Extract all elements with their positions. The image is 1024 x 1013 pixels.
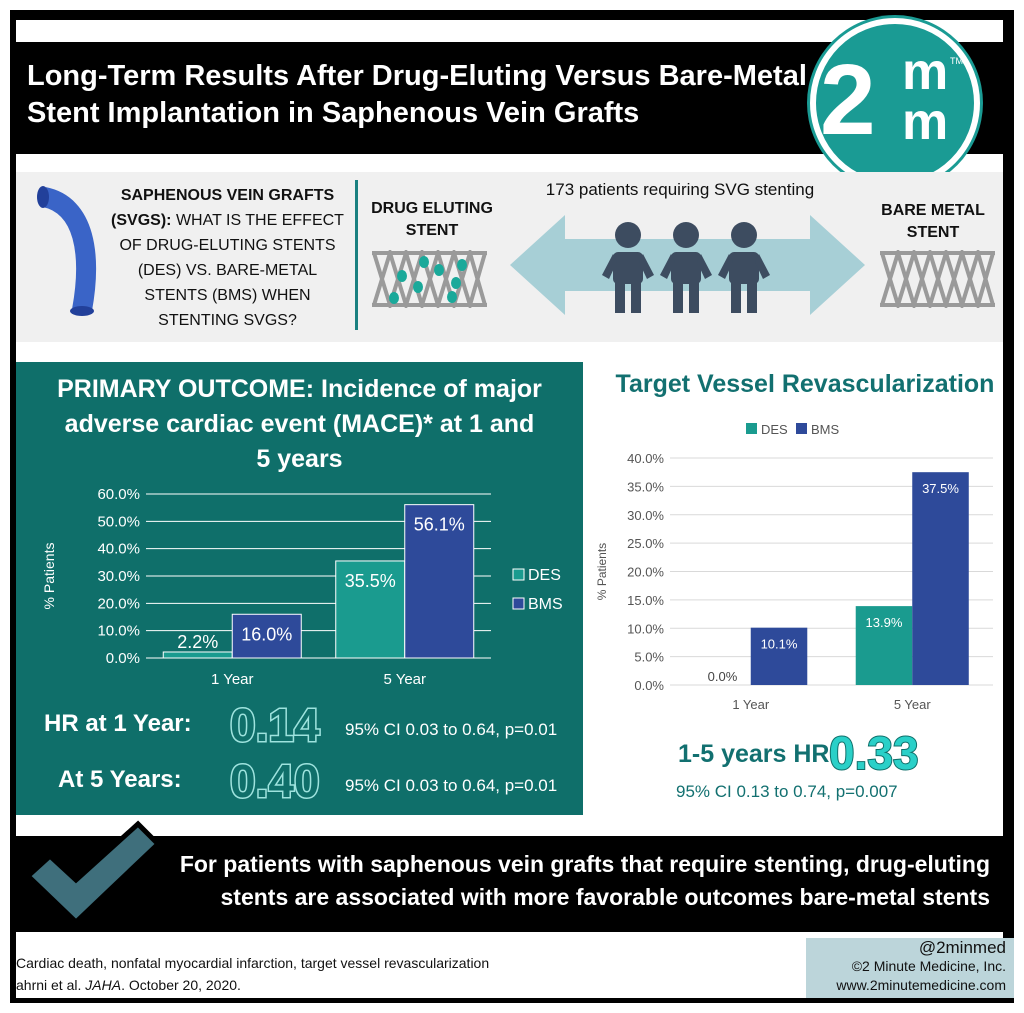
y-tick-label: 60.0% — [97, 486, 140, 503]
data-label: 56.1% — [414, 515, 465, 535]
data-label: 0.0% — [708, 669, 738, 684]
data-label: 16.0% — [241, 624, 292, 644]
y-tick-label: 0.0% — [106, 650, 140, 667]
primary-outcome-title: PRIMARY OUTCOME: Incidence of major adve… — [57, 375, 542, 473]
checkmark-icon — [24, 820, 160, 926]
data-label: 10.1% — [761, 637, 798, 652]
y-tick-label: 40.0% — [97, 541, 140, 558]
y-tick-label: 30.0% — [627, 508, 664, 523]
y-tick-label: 40.0% — [627, 451, 664, 466]
x-tick-label: 1 Year — [211, 671, 254, 688]
y-axis-label: % Patients — [595, 543, 609, 600]
citation-journal: JAHA — [85, 977, 122, 993]
title-line-1: Long-Term Results After Drug-Eluting Ver… — [27, 60, 807, 92]
x-tick-label: 1 Year — [732, 697, 770, 712]
logo-letter-bottom: m — [902, 93, 949, 151]
tvr-ci: 95% CI 0.13 to 0.74, p=0.007 — [676, 782, 898, 801]
y-axis-label: % Patients — [41, 543, 57, 610]
y-tick-label: 20.0% — [97, 595, 140, 612]
data-label: 35.5% — [345, 571, 396, 591]
y-tick-label: 30.0% — [97, 568, 140, 585]
patients-count-label: 173 patients requiring SVG stenting — [545, 180, 815, 199]
credit-box — [806, 938, 1014, 998]
study-question: SAPHENOUS VEIN GRAFTS (SVGS): WHAT IS TH… — [110, 183, 345, 333]
bar-des — [855, 606, 913, 685]
bar-bms — [231, 613, 302, 659]
patients-icon — [602, 222, 770, 313]
person-icon — [718, 222, 770, 313]
tvr-chart: 0.0% 5.0% 10.0% 15.0% 20.0% 25.0% 30.0% 35.0% 40… — [595, 422, 993, 712]
tvr-hr-label: 1-5 years HR — [678, 740, 830, 768]
page-title: Long-Term Results After Drug-Eluting Ver… — [27, 58, 827, 132]
title-line-2: Stent Implantation in Saphenous Vein Gra… — [27, 97, 640, 129]
website: www.2minutemedicine.com — [836, 977, 1006, 993]
hr-5-year-ci: 95% CI 0.03 to 0.64, p=0.01 — [345, 776, 558, 795]
tvr-hr-value: 0.33 — [828, 726, 920, 780]
bar-des — [162, 651, 233, 659]
logo-trademark: TM — [950, 56, 963, 66]
bar-des — [335, 560, 406, 659]
data-label: 13.9% — [866, 615, 903, 630]
logo-digit: 2 — [820, 44, 876, 156]
y-tick-label: 15.0% — [627, 593, 664, 608]
question-bold: SAPHENOUS VEIN GRAFTS (SVGS): — [111, 187, 335, 229]
y-tick-label: 50.0% — [97, 513, 140, 530]
legend-label-des: DES — [761, 422, 788, 437]
hr-5-year-value: 0.40 — [229, 754, 322, 809]
hr-5-year-label: At 5 Years: — [58, 766, 182, 793]
legend-label-des: DES — [528, 567, 561, 584]
x-tick-label: 5 Year — [894, 697, 932, 712]
y-tick-label: 0.0% — [634, 678, 664, 693]
legend-swatch-des — [512, 568, 525, 581]
y-tick-label: 10.0% — [97, 623, 140, 640]
bar-bms — [404, 504, 475, 659]
data-label: 37.5% — [922, 481, 959, 496]
question-text: WHAT IS THE EFFECT OF DRUG-ELUTING STENT… — [119, 212, 344, 329]
tvr-title: Target Vessel Revascularization — [615, 370, 995, 398]
y-tick-label: 20.0% — [627, 565, 664, 580]
data-label: 2.2% — [177, 632, 218, 652]
legend-swatch-des — [746, 423, 757, 434]
person-icon — [660, 222, 712, 313]
social-handle: @2minmed — [918, 938, 1006, 957]
citation-authors: ahrni et al. — [16, 977, 86, 993]
des-label: DRUG ELUTING STENT — [371, 200, 493, 239]
footnote-citation: ahrni et al. JAHA. October 20, 2020. — [16, 974, 489, 996]
drug-eluting-stent-icon — [372, 250, 487, 308]
person-icon — [602, 222, 654, 313]
logo-letter-top: m — [902, 43, 949, 101]
hr-1-year-value: 0.14 — [229, 698, 322, 753]
footnote: Cardiac death, nonfatal myocardial infar… — [16, 952, 489, 996]
credit: @2minmed ©2 Minute Medicine, Inc. www.2m… — [806, 938, 1006, 995]
x-tick-label: 5 Year — [383, 671, 426, 688]
banner-divider — [355, 180, 358, 330]
vein-graft-icon — [37, 186, 96, 316]
bms-label: BARE METAL STENT — [881, 202, 985, 241]
y-tick-label: 10.0% — [627, 621, 664, 636]
legend-swatch-bms — [796, 423, 807, 434]
citation-date: . October 20, 2020. — [121, 977, 241, 993]
copyright: ©2 Minute Medicine, Inc. — [851, 958, 1006, 974]
primary-outcome-panel — [16, 362, 583, 815]
legend-label-bms: BMS — [811, 422, 840, 437]
bar-bms — [912, 472, 969, 685]
y-tick-label: 35.0% — [627, 479, 664, 494]
bar-bms — [750, 627, 808, 685]
hr-1-year-ci: 95% CI 0.03 to 0.64, p=0.01 — [345, 720, 558, 739]
footnote-definition: Cardiac death, nonfatal myocardial infar… — [16, 955, 490, 971]
hr-1-year-label: HR at 1 Year: — [44, 710, 192, 737]
conclusion-text: For patients with saphenous vein grafts … — [179, 851, 990, 910]
mace-chart: 0.0% 10.0% 20.0% 30.0% 40.0% 50.0% 60.0% % Pati… — [41, 486, 563, 688]
conclusion-bar — [16, 836, 1003, 932]
y-tick-label: 5.0% — [634, 650, 664, 665]
y-tick-label: 25.0% — [627, 536, 664, 551]
legend-label-bms: BMS — [528, 596, 563, 613]
bare-metal-stent-icon — [880, 250, 995, 308]
legend-swatch-bms — [512, 597, 525, 610]
